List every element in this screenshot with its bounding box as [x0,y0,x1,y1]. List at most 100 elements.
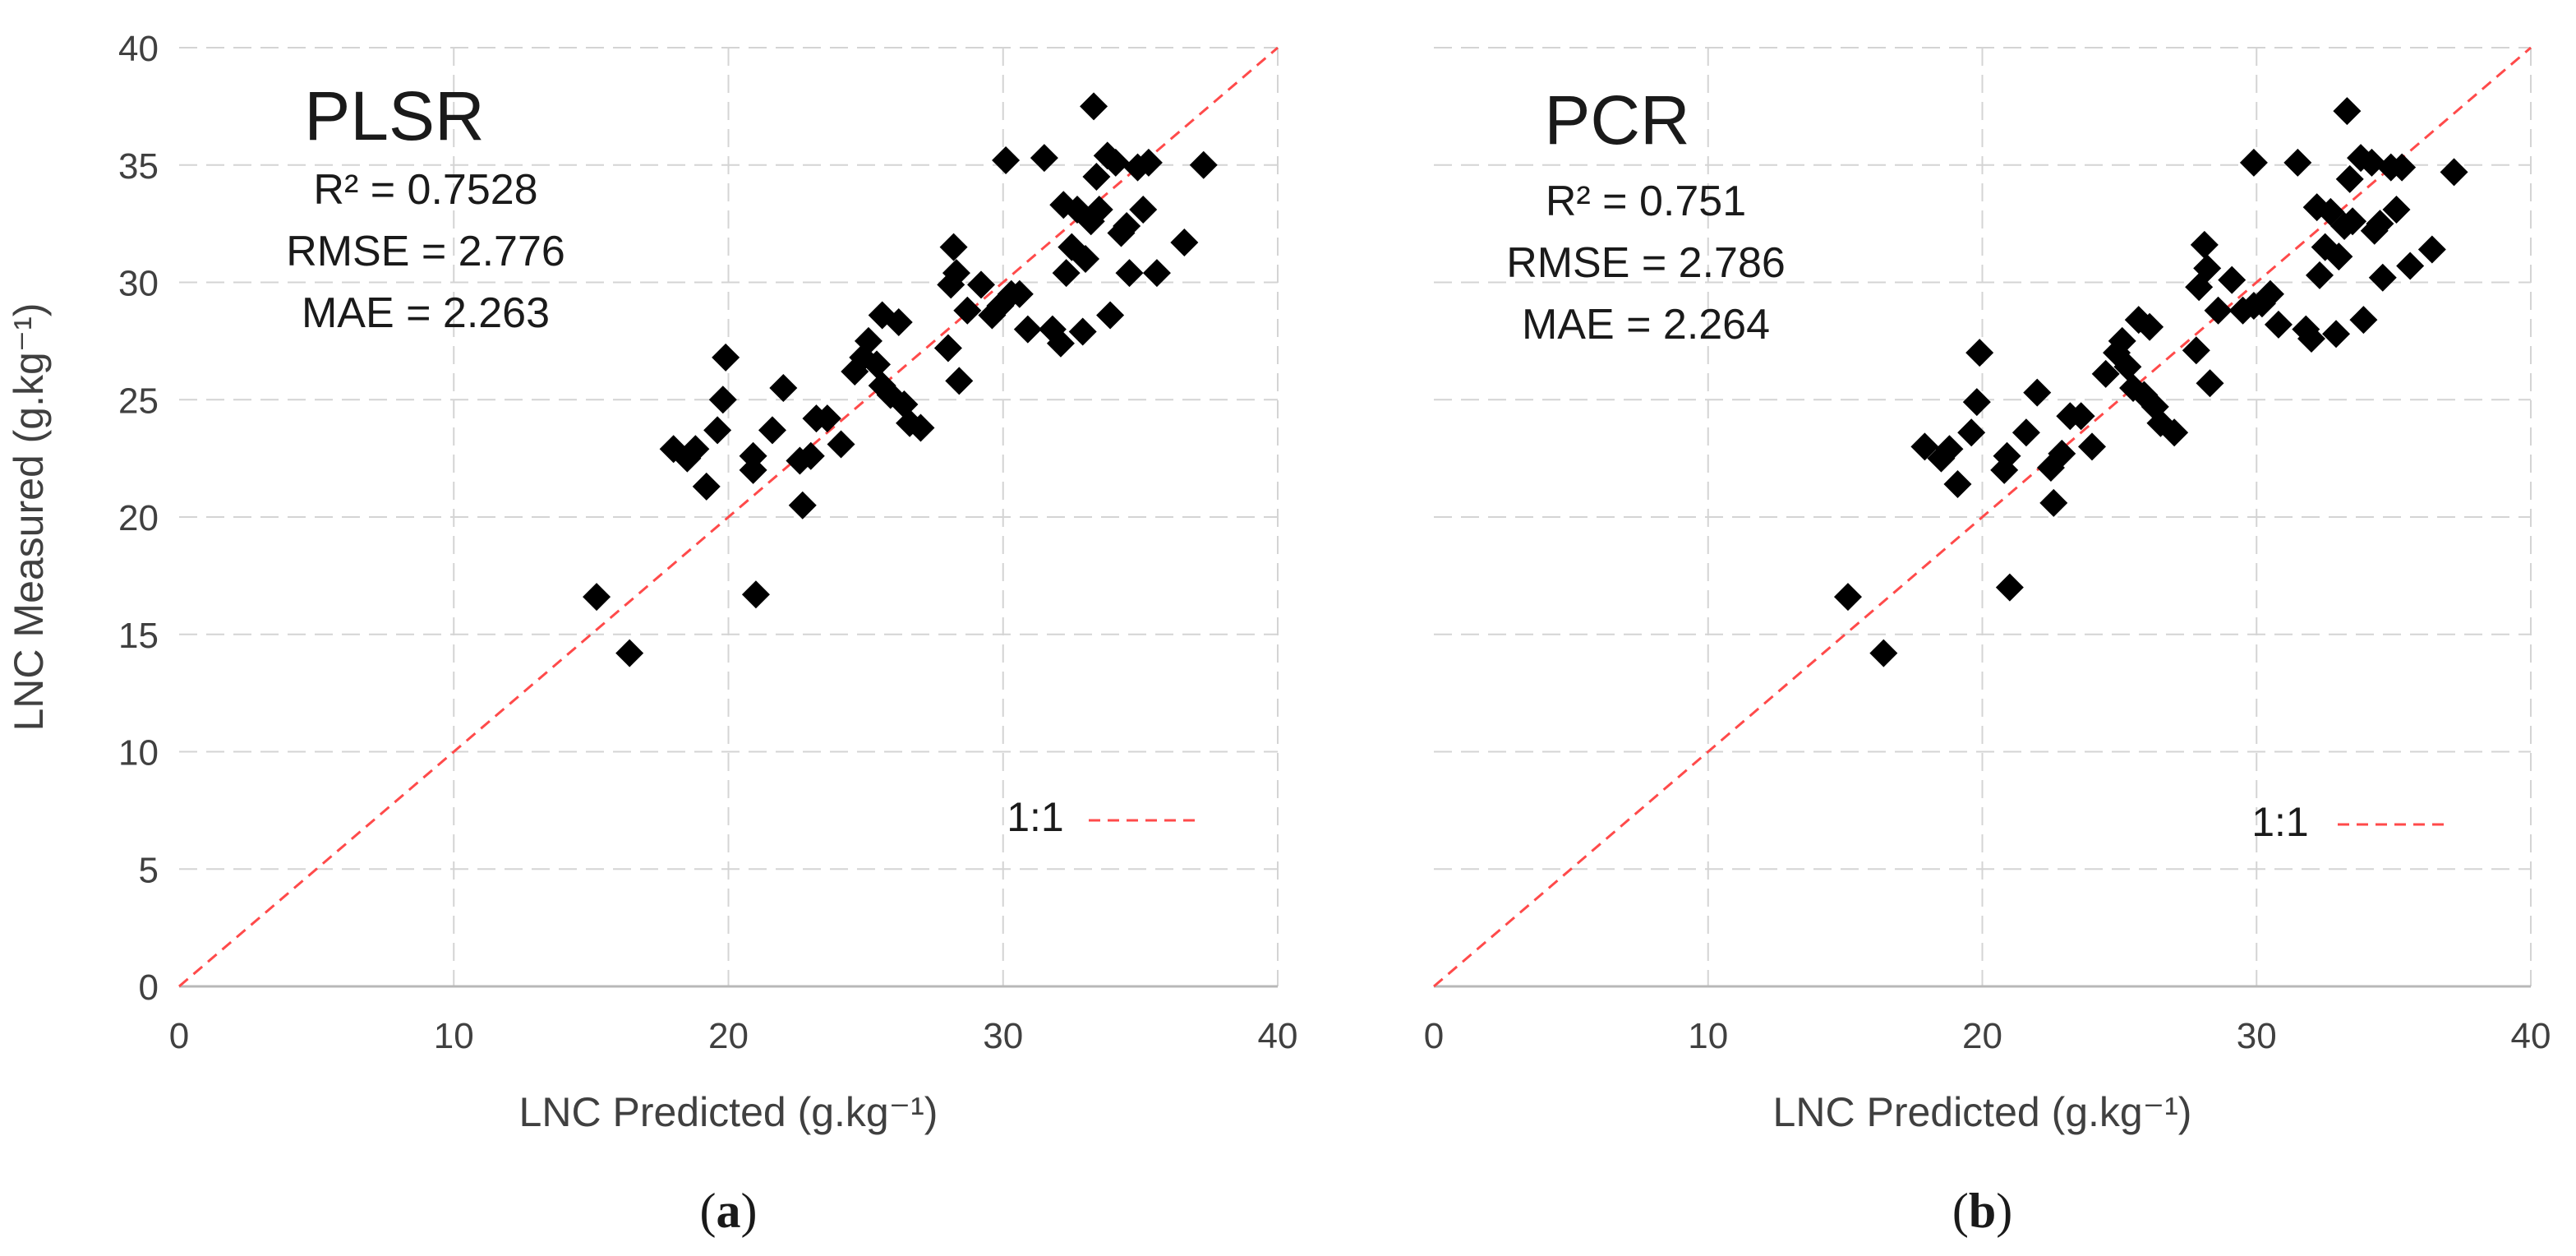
data-point [2239,148,2268,177]
data-point [884,308,913,337]
panel-caption: (a) [700,1184,758,1238]
data-point [2357,148,2386,177]
data-point [1170,228,1199,256]
r2-label: R² = 0.751 [1546,178,1746,225]
x-tick-label: 40 [1258,1016,1298,1056]
y-tick-label: 35 [118,146,159,187]
data-point [2264,310,2293,339]
data-point [692,472,721,501]
x-tick-label: 20 [1962,1016,2002,1056]
data-point [788,491,817,519]
data-point [1962,388,1991,417]
mae-label: MAE = 2.264 [1522,301,1770,349]
data-point [939,233,968,261]
data-point [2396,252,2425,280]
data-point [967,270,996,299]
data-point [2039,488,2068,517]
data-point [1957,418,1986,447]
data-point [2196,369,2224,398]
data-point [2193,254,2222,283]
data-point [1082,163,1111,192]
data-point [2440,158,2468,187]
x-tick-label: 30 [2237,1016,2277,1056]
data-point [769,373,798,402]
rmse-label: RMSE = 2.776 [286,228,565,275]
data-point [1046,329,1075,358]
data-point [2160,418,2189,447]
data-point [1142,259,1171,288]
data-point [2306,261,2334,289]
y-tick-label: 40 [118,29,159,69]
x-tick-label: 20 [708,1016,749,1056]
data-point [739,441,767,470]
rmse-label: RMSE = 2.786 [1506,239,1786,287]
data-point [703,416,732,445]
data-point [2333,97,2362,126]
data-point [2297,325,2325,353]
r2-label: R² = 0.7528 [313,166,537,214]
data-point [2078,432,2106,461]
data-point [813,404,841,433]
x-tick-label: 0 [1424,1016,1444,1056]
data-point [945,367,974,395]
y-tick-label: 30 [118,264,159,304]
legend-label: 1:1 [2251,799,2309,845]
x-tick-label: 10 [434,1016,474,1056]
data-point [2322,320,2351,349]
x-tick-label: 0 [169,1016,189,1056]
data-point [2417,235,2446,264]
x-tick-label: 10 [1688,1016,1728,1056]
data-point [2067,402,2095,431]
data-point [1030,144,1058,173]
data-point [2368,263,2397,292]
data-point [2023,378,2052,407]
data-point [992,146,1021,175]
data-point [1101,148,1130,177]
data-point [2388,153,2417,182]
panel-letter: a [717,1184,741,1238]
panel-title: PLSR [304,77,484,155]
data-point [739,455,767,484]
x-axis-label: LNC Predicted (g.kg⁻¹) [519,1089,938,1135]
data-point [1085,195,1113,224]
data-point [758,416,786,445]
data-point [2182,336,2210,365]
data-point [953,296,982,325]
data-point [1965,339,1994,367]
data-point [741,580,770,609]
data-point [1935,435,1964,464]
data-point [906,413,935,442]
panel-letter: b [1969,1184,1996,1238]
y-tick-label: 20 [118,498,159,538]
data-point [862,350,891,379]
data-point [2339,207,2367,236]
data-point [2190,230,2219,259]
y-tick-label: 15 [118,616,159,656]
y-tick-label: 5 [139,850,159,890]
data-point [942,259,970,288]
data-point [1869,639,1898,667]
data-point [1080,92,1108,121]
data-point [2349,306,2378,335]
data-point [615,639,644,667]
data-point [2091,359,2120,388]
data-point [1113,211,1141,240]
panel-caption: (b) [1952,1184,2012,1238]
x-tick-label: 30 [983,1016,1023,1056]
mae-label: MAE = 2.263 [302,289,550,337]
data-point [2011,418,2040,447]
data-point [2113,353,2142,381]
data-point [1129,195,1158,224]
panel-pcr: 0 10 20 30 40 PCR R² = 0.751 RMSE = 2.786 MA… [1424,46,2551,1238]
data-point [2256,279,2284,308]
data-point [796,441,825,470]
data-point [2335,164,2364,193]
data-point [1833,583,1862,612]
tick-labels: 0 10 20 30 40 0 5 10 15 20 25 30 35 40 [118,29,1297,1056]
data-point [2218,266,2247,294]
data-point [1071,244,1100,273]
x-axis-label: LNC Predicted (g.kg⁻¹) [1773,1089,2192,1135]
data-point [1995,573,2024,602]
panel-title: PCR [1544,81,1689,159]
